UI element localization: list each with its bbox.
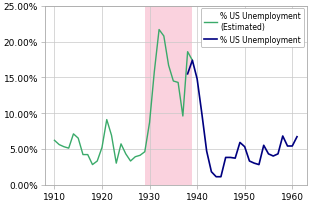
% US Unemployment <box>224 156 228 159</box>
% US Unemployment
(Estimated) <box>176 82 180 84</box>
% US Unemployment
(Estimated) <box>148 122 151 124</box>
% US Unemployment
(Estimated) <box>72 133 75 135</box>
% US Unemployment <box>281 135 285 137</box>
% US Unemployment <box>195 78 199 81</box>
% US Unemployment
(Estimated) <box>86 154 90 156</box>
% US Unemployment
(Estimated) <box>157 29 161 32</box>
% US Unemployment
(Estimated) <box>124 153 128 155</box>
% US Unemployment
(Estimated) <box>138 154 142 157</box>
% US Unemployment <box>205 150 209 152</box>
% US Unemployment
(Estimated) <box>167 65 170 67</box>
% US Unemployment <box>271 155 275 157</box>
% US Unemployment
(Estimated) <box>67 147 71 150</box>
% US Unemployment <box>276 153 280 155</box>
% US Unemployment
(Estimated) <box>62 146 66 148</box>
Line: % US Unemployment: % US Unemployment <box>188 61 297 177</box>
% US Unemployment <box>267 153 270 155</box>
% US Unemployment
(Estimated) <box>57 144 61 146</box>
Bar <box>145 7 193 185</box>
% US Unemployment
(Estimated) <box>162 35 166 38</box>
% US Unemployment <box>262 144 266 147</box>
Line: % US Unemployment
(Estimated): % US Unemployment (Estimated) <box>55 30 193 165</box>
% US Unemployment
(Estimated) <box>110 134 113 137</box>
% US Unemployment
(Estimated) <box>133 156 137 158</box>
% US Unemployment
(Estimated) <box>95 160 99 162</box>
% US Unemployment
(Estimated) <box>171 80 175 83</box>
% US Unemployment <box>219 176 223 178</box>
% US Unemployment <box>295 136 299 138</box>
% US Unemployment <box>210 171 213 173</box>
% US Unemployment
(Estimated) <box>143 151 147 153</box>
% US Unemployment <box>252 162 256 165</box>
% US Unemployment
(Estimated) <box>81 154 85 156</box>
% US Unemployment <box>191 60 194 62</box>
% US Unemployment
(Estimated) <box>105 119 108 121</box>
% US Unemployment
(Estimated) <box>191 60 194 62</box>
% US Unemployment <box>290 145 294 147</box>
% US Unemployment <box>228 156 232 159</box>
% US Unemployment
(Estimated) <box>153 71 156 74</box>
% US Unemployment <box>238 142 242 144</box>
% US Unemployment
(Estimated) <box>76 137 80 140</box>
% US Unemployment <box>214 176 218 178</box>
% US Unemployment <box>257 164 261 166</box>
% US Unemployment
(Estimated) <box>114 162 118 165</box>
% US Unemployment
(Estimated) <box>186 51 189 54</box>
% US Unemployment <box>200 113 204 115</box>
Legend: % US Unemployment
(Estimated), % US Unemployment: % US Unemployment (Estimated), % US Unem… <box>201 9 304 47</box>
% US Unemployment
(Estimated) <box>53 139 56 142</box>
% US Unemployment <box>248 160 251 162</box>
% US Unemployment
(Estimated) <box>119 143 123 145</box>
% US Unemployment <box>186 73 189 76</box>
% US Unemployment
(Estimated) <box>91 164 94 166</box>
% US Unemployment
(Estimated) <box>100 146 104 149</box>
% US Unemployment <box>286 145 289 147</box>
% US Unemployment <box>233 157 237 160</box>
% US Unemployment
(Estimated) <box>129 160 132 162</box>
% US Unemployment
(Estimated) <box>181 115 185 118</box>
% US Unemployment <box>243 146 246 148</box>
